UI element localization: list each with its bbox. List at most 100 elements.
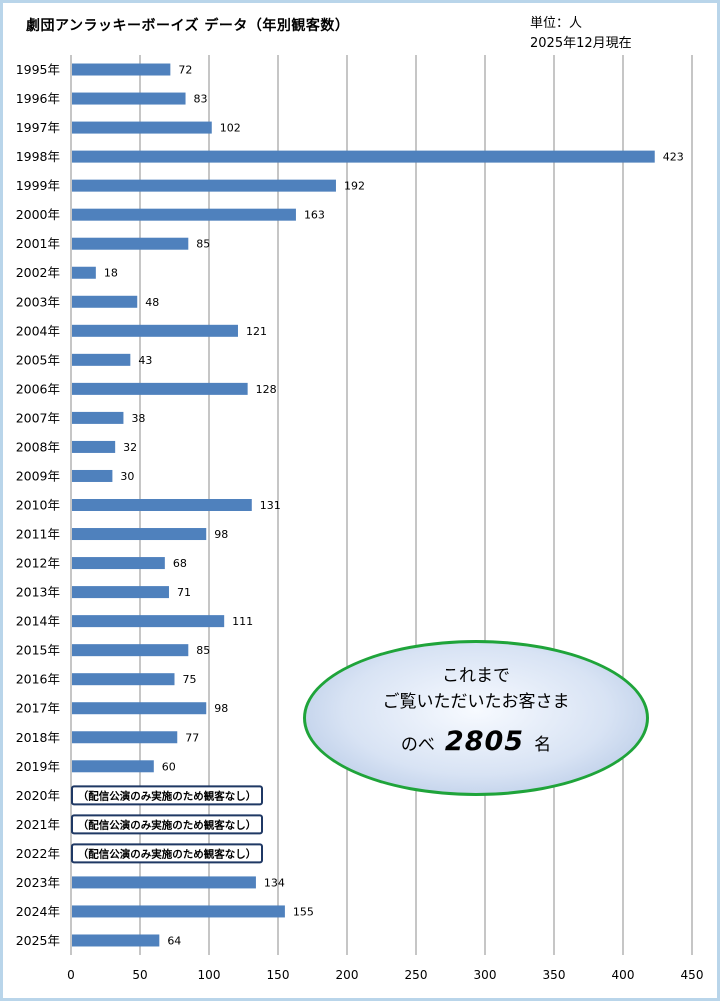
x-tick-label: 400 — [612, 968, 635, 982]
total-count: 2805 — [444, 726, 525, 757]
y-category-label: 2018年 — [16, 730, 60, 745]
data-label: 68 — [173, 557, 187, 570]
y-category-label: 2021年 — [16, 817, 60, 832]
x-tick-label: 300 — [474, 968, 497, 982]
y-category-label: 2025年 — [16, 933, 60, 948]
y-category-label: 2008年 — [16, 439, 60, 454]
bar — [72, 905, 285, 918]
bar — [72, 150, 655, 163]
x-tick-label: 50 — [132, 968, 147, 982]
bar — [72, 673, 175, 686]
bubble-suffix: 名 — [534, 735, 552, 755]
bar — [72, 121, 212, 134]
data-label: 77 — [185, 731, 199, 744]
data-label: 98 — [214, 702, 228, 715]
data-label: 102 — [220, 122, 241, 135]
data-label: 131 — [260, 499, 281, 512]
bar — [72, 295, 138, 308]
y-category-label: 2006年 — [16, 381, 60, 396]
data-label: 155 — [293, 905, 314, 918]
total-visitors-bubble: これまで ご覧いただいたお客さま のべ 2805 名 — [303, 640, 649, 796]
bar — [72, 237, 189, 250]
data-label: 192 — [344, 180, 365, 193]
data-label: 75 — [183, 673, 197, 686]
y-category-label: 2019年 — [16, 759, 60, 774]
y-category-label: 2010年 — [16, 498, 60, 513]
data-label: 32 — [123, 441, 137, 454]
chart-title: 劇団アンラッキーボーイズ データ（年別観客数） — [26, 18, 350, 34]
bar — [72, 208, 296, 221]
data-label: 128 — [256, 383, 277, 396]
y-category-label: 2017年 — [16, 701, 60, 716]
bar — [72, 92, 186, 105]
no-audience-note-box — [71, 785, 263, 806]
bar — [72, 934, 160, 947]
x-tick-label: 250 — [405, 968, 428, 982]
data-label: 30 — [120, 470, 134, 483]
data-label: 48 — [145, 296, 159, 309]
unit-label: 単位：人 — [530, 16, 583, 31]
bar — [72, 382, 248, 395]
y-category-label: 2024年 — [16, 904, 60, 919]
data-label: 64 — [167, 934, 181, 947]
y-category-label: 2016年 — [16, 672, 60, 687]
y-category-label: 2015年 — [16, 643, 60, 658]
y-category-label: 2022年 — [16, 846, 60, 861]
y-category-label: 1997年 — [16, 120, 60, 135]
y-category-label: 1996年 — [16, 91, 60, 106]
no-audience-note: （配信公演のみ実施のため観客なし） — [78, 847, 257, 860]
y-category-label: 2009年 — [16, 468, 60, 483]
y-category-label: 2014年 — [16, 614, 60, 629]
data-label: 85 — [196, 238, 210, 251]
y-category-label: 2001年 — [16, 236, 60, 251]
bubble-line-1: これまで — [442, 666, 510, 686]
y-category-label: 2012年 — [16, 556, 60, 571]
bar — [72, 353, 131, 366]
bar — [72, 702, 207, 715]
bar — [72, 615, 225, 628]
bar — [72, 266, 96, 279]
data-label: 83 — [194, 93, 208, 106]
y-category-label: 1998年 — [16, 149, 60, 164]
data-label: 18 — [104, 267, 118, 280]
bar — [72, 557, 165, 570]
bar — [72, 876, 256, 889]
y-category-label: 2011年 — [16, 527, 60, 542]
bar — [72, 760, 154, 773]
x-tick-label: 450 — [681, 968, 704, 982]
data-label: 85 — [196, 644, 210, 657]
bar — [72, 440, 116, 453]
bubble-line-2: ご覧いただいたお客さま — [382, 692, 570, 712]
data-label: 38 — [131, 412, 145, 425]
no-audience-note-box — [71, 814, 263, 835]
data-label: 163 — [304, 209, 325, 222]
y-category-label: 2003年 — [16, 294, 60, 309]
bar — [72, 324, 238, 337]
y-category-label: 2000年 — [16, 207, 60, 222]
x-tick-label: 100 — [198, 968, 221, 982]
data-label: 43 — [138, 354, 152, 367]
bubble-total-line: のべ 2805 名 — [306, 727, 646, 760]
bar — [72, 63, 171, 76]
data-label: 111 — [232, 615, 253, 628]
x-tick-label: 0 — [67, 968, 75, 982]
bubble-prefix: のべ — [400, 735, 435, 755]
y-category-label: 2007年 — [16, 410, 60, 425]
bar — [72, 411, 124, 424]
y-category-label: 1995年 — [16, 62, 60, 77]
as-of-date: 2025年12月現在 — [530, 36, 632, 51]
bar — [72, 179, 336, 192]
data-label: 71 — [177, 586, 191, 599]
y-category-label: 2004年 — [16, 323, 60, 338]
no-audience-note: （配信公演のみ実施のため観客なし） — [78, 818, 257, 831]
x-tick-label: 350 — [543, 968, 566, 982]
data-label: 60 — [162, 760, 176, 773]
bar — [72, 499, 252, 511]
data-label: 72 — [178, 64, 192, 77]
data-label: 423 — [663, 151, 684, 164]
data-label: 134 — [264, 876, 285, 889]
y-category-label: 2002年 — [16, 265, 60, 280]
y-category-label: 2023年 — [16, 875, 60, 890]
bar — [72, 644, 189, 657]
